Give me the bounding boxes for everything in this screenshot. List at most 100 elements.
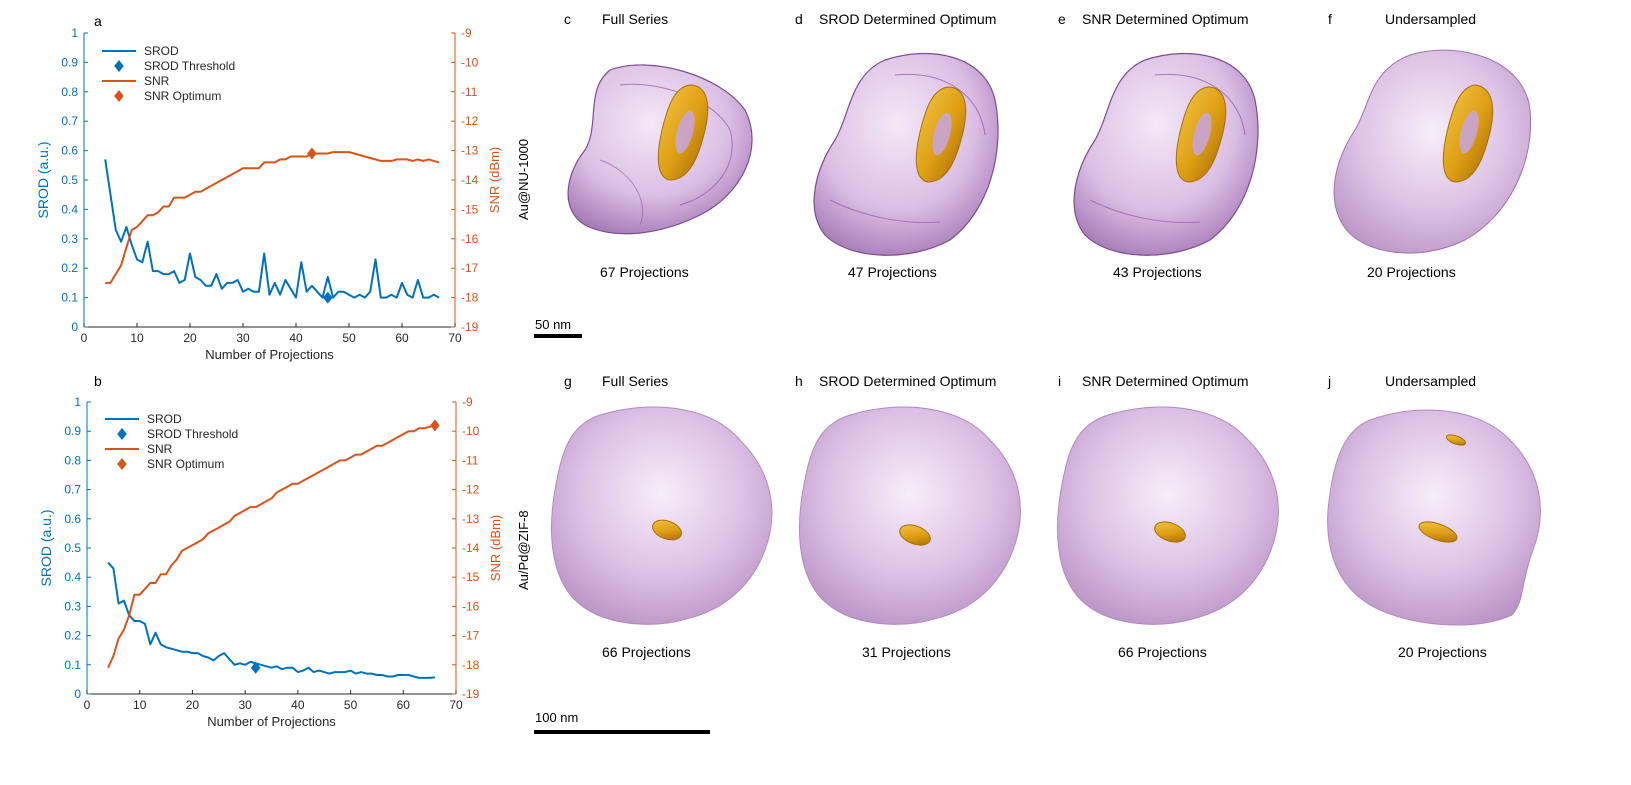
x-tick-label: 20 xyxy=(183,331,197,345)
projections-e: 43 Projections xyxy=(1113,264,1202,280)
legend-diamond-swatch xyxy=(114,60,124,72)
right-tick-label: -10 xyxy=(461,55,479,69)
right-tick-label: -12 xyxy=(461,114,479,128)
right-tick-label: -16 xyxy=(461,232,479,246)
x-tick-label: 0 xyxy=(81,331,88,345)
panel-c: c Full Series 67 Projections xyxy=(564,11,753,280)
scalebar-50nm-bar xyxy=(534,334,582,338)
snr-optimum-marker xyxy=(430,419,440,432)
left-tick-label: 0.7 xyxy=(64,483,81,497)
right-tick-label: -16 xyxy=(462,599,480,613)
x-tick-label: 60 xyxy=(395,331,409,345)
left-tick-label: 0.6 xyxy=(61,144,78,158)
legend-label: SROD xyxy=(147,412,182,426)
chart-a: a 0 10 20 30 40 50 60 7000.10.20.30.40.50.60.70… xyxy=(35,13,502,362)
scalebar-100nm: 100 nm xyxy=(534,710,710,734)
panel-h: h SROD Determined Optimum 31 Projections xyxy=(795,373,1021,660)
x-tick-label: 70 xyxy=(448,331,462,345)
scalebar-50nm: 50 nm xyxy=(534,317,582,338)
projections-d: 47 Projections xyxy=(848,264,937,280)
left-tick-label: 0.1 xyxy=(61,291,78,305)
left-tick-label: 0 xyxy=(71,320,78,334)
left-tick-label: 0.9 xyxy=(61,55,78,69)
projections-i: 66 Projections xyxy=(1118,644,1207,660)
right-tick-label: -14 xyxy=(461,173,479,187)
snr-optimum-marker xyxy=(307,147,317,160)
left-tick-label: 0.5 xyxy=(64,541,81,555)
reconstruction-image-j xyxy=(1327,409,1541,626)
panel-i: i SNR Determined Optimum 66 Projections xyxy=(1057,373,1279,660)
x-tick-label: 50 xyxy=(344,698,358,712)
x-tick-label: 40 xyxy=(291,698,305,712)
right-tick-label: -13 xyxy=(461,144,479,158)
panel-title-d: SROD Determined Optimum xyxy=(819,11,996,27)
right-tick-label: -12 xyxy=(462,483,480,497)
right-tick-label: -9 xyxy=(462,395,473,409)
right-tick-label: -9 xyxy=(461,26,472,40)
left-tick-label: 0.5 xyxy=(61,173,78,187)
left-tick-label: 0.4 xyxy=(64,570,81,584)
srod-line xyxy=(107,561,435,679)
row-label-aupd-zif8: Au/Pd@ZIF-8 xyxy=(516,510,531,590)
left-tick-label: 0.4 xyxy=(61,202,78,216)
legend-label: SNR xyxy=(147,442,173,456)
right-tick-label: -11 xyxy=(462,453,479,467)
legend-label: SROD Threshold xyxy=(144,59,235,73)
x-tick-label: 20 xyxy=(186,698,200,712)
left-tick-label: 0.8 xyxy=(64,453,81,467)
projections-j: 20 Projections xyxy=(1398,644,1487,660)
right-axis-label: SNR (dBm) xyxy=(488,515,503,581)
reconstruction-image-g xyxy=(551,406,773,625)
left-tick-label: 1 xyxy=(71,26,78,40)
left-tick-label: 0.3 xyxy=(64,599,81,613)
projections-g: 66 Projections xyxy=(602,644,691,660)
x-tick-label: 50 xyxy=(342,331,356,345)
projections-f: 20 Projections xyxy=(1367,264,1456,280)
left-tick-label: 0.2 xyxy=(64,629,81,643)
right-tick-label: -19 xyxy=(461,320,479,334)
srod-line xyxy=(104,159,440,299)
right-tick-label: -18 xyxy=(461,291,479,305)
projections-c: 67 Projections xyxy=(600,264,689,280)
panel-letter-c: c xyxy=(564,11,571,27)
left-tick-label: 0.9 xyxy=(64,424,81,438)
x-axis-label: Number of Projections xyxy=(205,347,334,362)
panel-letter-i: i xyxy=(1058,373,1061,389)
left-tick-label: 0.6 xyxy=(64,512,81,526)
panel-title-i: SNR Determined Optimum xyxy=(1082,373,1249,389)
panel-letter-h: h xyxy=(795,373,803,389)
left-tick-label: 0.7 xyxy=(61,114,78,128)
panel-letter-j: j xyxy=(1327,373,1331,389)
panel-letter-a: a xyxy=(94,13,102,29)
right-tick-label: -18 xyxy=(462,658,480,672)
panel-letter-b: b xyxy=(94,373,102,389)
panel-title-e: SNR Determined Optimum xyxy=(1082,11,1249,27)
x-tick-label: 10 xyxy=(130,331,144,345)
legend-label: SNR xyxy=(144,74,170,88)
panel-letter-d: d xyxy=(795,11,803,27)
chart-b: b 0 10 20 30 40 50 60 7000.10.20.30.40.50.60.70… xyxy=(38,373,503,729)
panel-letter-f: f xyxy=(1328,11,1332,27)
x-tick-label: 30 xyxy=(238,698,252,712)
panel-g: g Full Series 66 Projections xyxy=(551,373,773,660)
reconstruction-image-i xyxy=(1057,406,1279,625)
legend-diamond-swatch xyxy=(117,458,127,470)
panel-title-g: Full Series xyxy=(602,373,668,389)
scalebar-100nm-bar xyxy=(534,730,710,734)
left-tick-label: 0.3 xyxy=(61,232,78,246)
left-axis-label: SROD (a.u.) xyxy=(38,509,54,586)
srod-threshold-marker xyxy=(250,661,261,674)
panel-f: f Undersampled 20 Projections xyxy=(1328,11,1532,280)
scalebar-50nm-label: 50 nm xyxy=(535,317,571,332)
snr-line xyxy=(107,424,436,669)
right-tick-label: -19 xyxy=(462,687,480,701)
reconstruction-image-d xyxy=(813,52,999,256)
reconstruction-image-c xyxy=(567,64,753,235)
right-axis-label: SNR (dBm) xyxy=(487,147,502,213)
chart-b-plot: 0 10 20 30 40 50 60 70 0 0.1 0.2 0.3 0.4 0.5 0.6 0.7 0.8… xyxy=(38,395,503,729)
left-tick-label: 0.1 xyxy=(64,658,81,672)
panel-e: e SNR Determined Optimum 43 Projections xyxy=(1058,11,1259,280)
legend-diamond-swatch xyxy=(114,90,124,102)
right-tick-label: -17 xyxy=(462,629,480,643)
right-tick-label: -17 xyxy=(461,261,479,275)
